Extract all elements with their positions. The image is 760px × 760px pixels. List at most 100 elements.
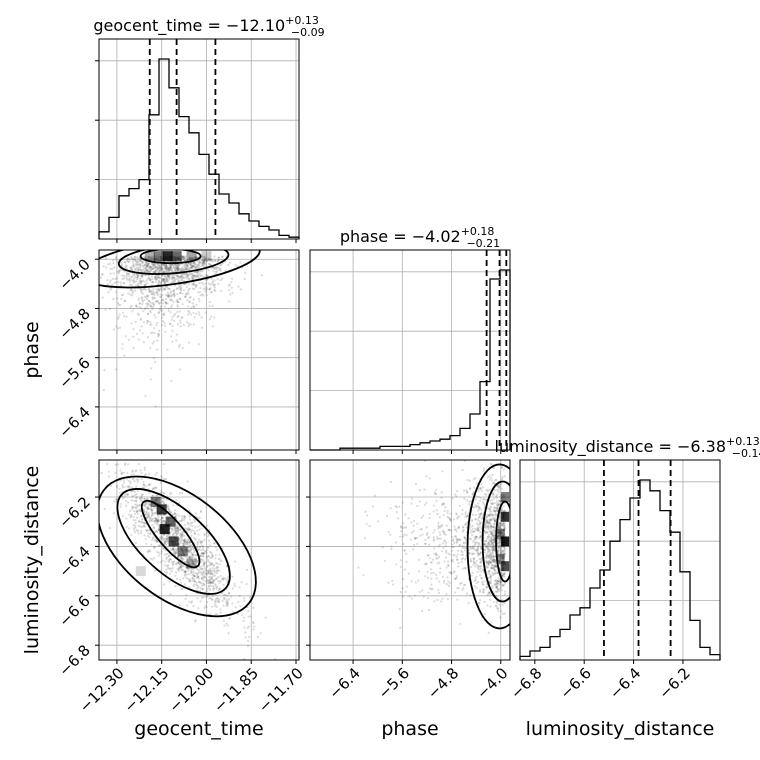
sample-point — [503, 575, 506, 578]
sample-point — [156, 520, 159, 523]
sample-point — [480, 577, 483, 580]
sample-point — [202, 546, 205, 550]
sample-point — [138, 520, 141, 523]
sample-point — [141, 300, 144, 303]
sample-point — [156, 348, 159, 351]
sample-point — [177, 279, 180, 282]
sample-point — [147, 255, 150, 258]
sample-point — [166, 280, 170, 283]
y-tick-label: −6.4 — [55, 543, 93, 581]
sample-point — [213, 259, 217, 262]
sample-point — [189, 273, 192, 276]
sample-point — [169, 267, 172, 270]
sample-point — [148, 503, 151, 506]
sample-point — [138, 509, 141, 513]
sample-point — [498, 484, 501, 487]
sample-point — [175, 266, 178, 270]
sample-point — [119, 502, 122, 506]
sample-point — [383, 559, 386, 563]
sample-point — [499, 531, 502, 534]
sample-point — [176, 525, 179, 528]
sample-point — [158, 266, 161, 269]
sample-point — [173, 292, 176, 295]
sample-point — [151, 306, 155, 309]
sample-point — [149, 265, 152, 268]
sample-point — [180, 278, 183, 282]
sample-point — [494, 519, 497, 522]
sample-point — [202, 559, 205, 562]
sample-point — [489, 598, 492, 601]
sample-point — [492, 514, 495, 517]
sample-point — [498, 525, 502, 528]
sample-point — [487, 560, 490, 564]
sample-point — [131, 268, 134, 271]
sample-point — [157, 528, 160, 531]
sample-point — [196, 597, 199, 600]
sample-point — [128, 513, 131, 516]
sample-point — [205, 555, 209, 558]
sample-point — [499, 532, 502, 536]
sample-point — [474, 506, 477, 509]
sample-point — [114, 281, 118, 284]
sample-point — [139, 263, 142, 266]
sample-point — [153, 264, 157, 267]
sample-point — [184, 255, 187, 258]
sample-point — [488, 550, 491, 554]
sample-point — [483, 543, 486, 546]
sample-point — [212, 588, 215, 592]
sample-point — [204, 569, 208, 572]
sample-point — [491, 491, 494, 495]
sample-point — [138, 263, 141, 266]
sample-point — [190, 570, 193, 573]
sample-point — [172, 265, 176, 268]
sample-point — [501, 531, 504, 534]
sample-point — [158, 264, 161, 267]
sample-point — [166, 564, 169, 568]
sample-point — [144, 513, 147, 516]
sample-point — [489, 562, 492, 565]
sample-point — [194, 572, 198, 575]
sample-point — [205, 260, 208, 263]
sample-point — [176, 527, 179, 530]
sample-point — [197, 533, 200, 536]
sample-point — [185, 266, 188, 269]
sample-point — [178, 287, 181, 291]
sample-point — [154, 281, 157, 284]
sample-point — [60, 268, 62, 270]
sample-point — [137, 504, 141, 508]
sample-point — [482, 569, 485, 572]
sample-point — [165, 537, 168, 541]
density-cell — [496, 529, 505, 540]
sample-point — [145, 302, 148, 305]
sample-point — [191, 579, 194, 582]
sample-point — [145, 529, 148, 533]
sample-point — [215, 572, 218, 575]
sample-point — [196, 271, 199, 274]
sample-point — [437, 555, 441, 558]
sample-point — [180, 269, 184, 272]
sample-point — [195, 266, 198, 269]
sample-point — [472, 558, 475, 561]
sample-point — [179, 565, 183, 569]
sample-point — [227, 591, 231, 595]
sample-point — [165, 556, 168, 559]
sample-point — [165, 552, 169, 556]
sample-point — [500, 508, 504, 512]
sample-point — [401, 501, 404, 504]
sample-point — [479, 561, 482, 565]
sample-point — [175, 528, 178, 531]
sample-point — [161, 516, 164, 519]
sample-point — [470, 565, 473, 569]
sample-point — [163, 288, 166, 291]
sample-point — [418, 534, 422, 537]
sample-point — [193, 532, 196, 535]
sample-point — [221, 577, 224, 580]
sample-point — [387, 581, 390, 584]
sample-point — [202, 294, 205, 297]
sample-point — [189, 524, 192, 527]
sample-point — [174, 530, 177, 533]
sample-point — [113, 266, 116, 269]
sample-point — [93, 482, 95, 484]
panel-title: phase = −4.02+0.18 −0.21 — [340, 225, 500, 250]
sample-point — [149, 516, 152, 520]
